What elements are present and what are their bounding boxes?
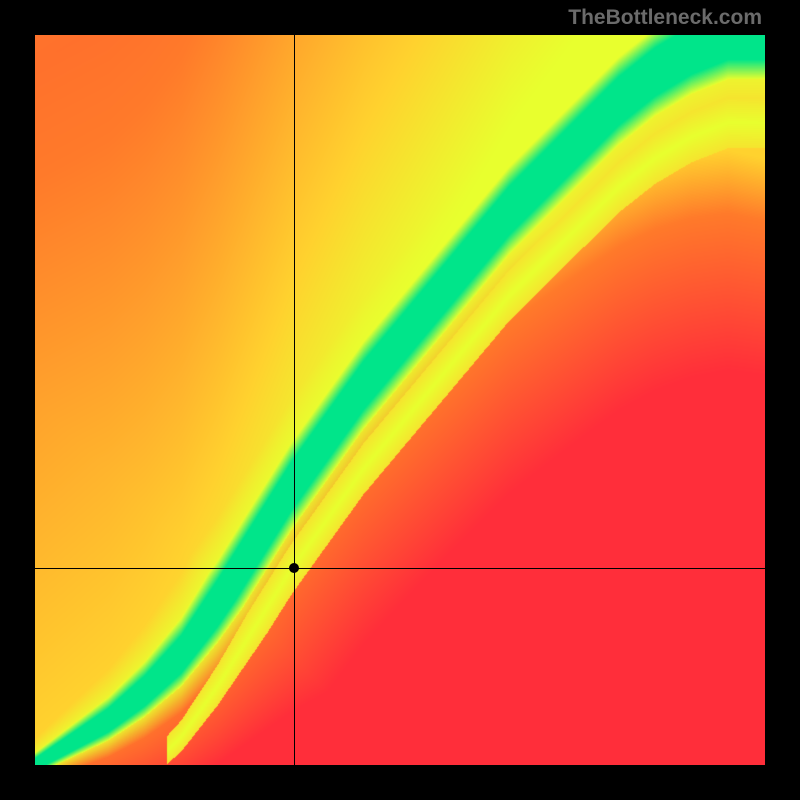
crosshair-vertical: [294, 35, 295, 765]
crosshair-horizontal: [35, 568, 765, 569]
watermark-text: TheBottleneck.com: [568, 6, 762, 30]
marker-point: [289, 563, 299, 573]
heatmap-canvas: [35, 35, 765, 765]
heatmap-chart: [35, 35, 765, 765]
